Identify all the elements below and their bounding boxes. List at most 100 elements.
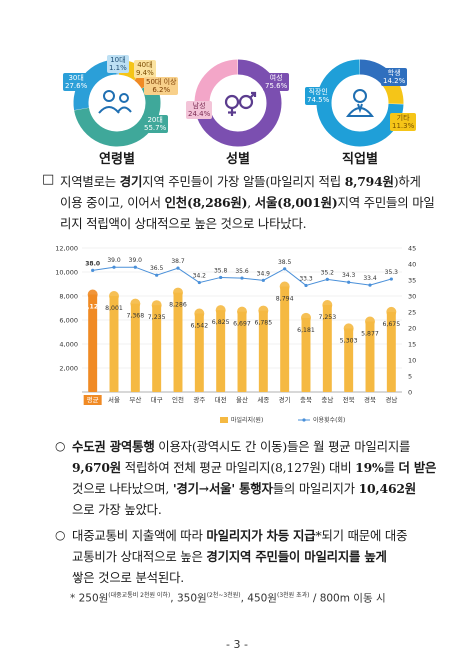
bar (109, 295, 119, 392)
bar-value-label: 6,785 (254, 320, 272, 327)
line-point (219, 275, 223, 280)
line-point (133, 265, 137, 269)
para2-line3: 것으로 나타났으며, '경기→서울' 통행자들의 마일리지가 10,462원 (72, 481, 416, 496)
callout-age-20s: 20대 55.7% (142, 115, 169, 133)
para1-line3: 리지 적립액이 상대적으로 높은 것으로 나타났다. (60, 216, 307, 231)
bar (301, 317, 311, 392)
callout-age-30s: 30대 27.6% (63, 73, 90, 91)
y-tick-left: 10,000 (55, 269, 78, 277)
line-value-label: 39.0 (107, 257, 121, 264)
bar (280, 286, 290, 392)
callout-male: 남성 24.4% (186, 101, 213, 119)
bar (237, 311, 247, 392)
callout-age-40s: 40대 9.4% (134, 60, 156, 78)
x-tick-label: 대구 (151, 396, 163, 404)
bar-value-label: 6,697 (233, 321, 251, 328)
y-tick-left: 12,000 (55, 245, 78, 253)
line-point (240, 276, 244, 280)
y-tick-right: 30 (408, 293, 416, 301)
x-tick-label: 서울 (108, 395, 120, 404)
line-value-label: 33.3 (299, 275, 313, 282)
bar (365, 321, 375, 392)
bar (386, 311, 396, 392)
line-value-label: 35.2 (321, 269, 335, 276)
para1-line1: 지역별로는 경기지역 주민들이 가장 알뜰(마일리지 적립 8,794원)하게 (60, 174, 421, 189)
line-value-label: 36.5 (150, 265, 164, 272)
donut-label-age: 연령별 (99, 152, 135, 167)
x-tick-label: 인천 (172, 395, 184, 404)
bar (88, 294, 98, 392)
line-value-label: 39.0 (129, 257, 143, 264)
bar-cap (279, 281, 290, 292)
x-tick-label: 전북 (343, 395, 355, 404)
bar (258, 310, 268, 392)
bar-value-label: 6,825 (212, 319, 230, 326)
line-point (197, 280, 201, 285)
line-value-label: 35.3 (385, 269, 399, 276)
bar-cap (301, 312, 311, 323)
x-tick-label: 울산 (236, 395, 248, 404)
callout-age-10s: 10대 1.1% (107, 55, 129, 73)
x-tick-label: 충남 (321, 395, 333, 404)
line-value-label: 35.6 (235, 268, 249, 275)
bar-cap (386, 306, 397, 317)
x-tick-label: 광주 (193, 396, 205, 404)
circle-bullet: ○ (55, 439, 66, 453)
bar (344, 328, 354, 392)
line-point (368, 283, 372, 287)
bar-cap (322, 299, 333, 310)
y-tick-right: 20 (408, 325, 416, 333)
line-point (304, 283, 308, 288)
bar-cap (109, 291, 119, 301)
line-point (112, 265, 116, 269)
legend-line-label: 이용횟수(회) (313, 416, 345, 424)
callout-other: 기타 11.3% (390, 113, 417, 131)
bar-value-label: 6,542 (190, 322, 208, 329)
callout-worker: 직장인 74.5% (305, 87, 332, 105)
y-tick-right: 15 (408, 341, 416, 349)
line-point (176, 266, 180, 270)
bar-cap (173, 287, 183, 298)
square-bullet: □ (42, 172, 55, 187)
donut-label-gender: 성별 (226, 152, 250, 167)
line-point (325, 277, 329, 281)
para3-line3: 쌓은 것으로 분석된다. (72, 570, 185, 585)
bar (152, 305, 162, 392)
bar-value-label: 8,127 (83, 303, 103, 310)
footnote: * 250원(대중교통비 2천원 이하), 350원(2천~3천원), 450원… (70, 592, 386, 605)
para3-line2: 교통비가 상대적으로 높은 경기지역 주민들이 마일리지를 높게 (72, 549, 387, 564)
legend-line-marker (302, 418, 306, 422)
bar-cap (151, 300, 162, 311)
bar-value-label: 7,235 (148, 314, 166, 321)
bar-value-label: 5,303 (340, 337, 358, 344)
circle-bullet: ○ (55, 528, 66, 542)
donut-segment-남성 (194, 59, 239, 103)
y-tick-right: 40 (408, 261, 416, 269)
line-value-label: 33.4 (363, 275, 377, 282)
x-tick-label: 충북 (300, 395, 312, 404)
para2-line4: 으로 가장 높았다. (72, 502, 162, 517)
paragraph-metro: 수도권 광역통행 이용자(광역시도 간 이동)들은 월 평균 마일리지를 9,6… (72, 436, 442, 520)
x-tick-label: 세종 (257, 395, 269, 404)
line-value-label: 34.3 (342, 272, 356, 279)
bar-value-label: 6,675 (382, 321, 400, 328)
y-tick-right: 35 (408, 277, 416, 285)
legend-bar-swatch (220, 417, 228, 423)
y-tick-left: 4,000 (59, 341, 78, 349)
y-tick-left: 2,000 (59, 365, 78, 373)
y-tick-right: 10 (408, 357, 416, 365)
donut-segment-20대 (74, 81, 161, 147)
gender-icon (224, 91, 257, 116)
x-tick-highlight (83, 395, 102, 405)
bar-cap (237, 306, 247, 317)
donut-job (316, 59, 404, 147)
bar-cap (365, 316, 375, 327)
y-tick-right: 45 (408, 245, 416, 253)
bar-cap (87, 289, 98, 300)
line-value-label: 38.5 (278, 259, 292, 266)
y-tick-left: 6,000 (59, 317, 78, 325)
bar (216, 310, 226, 392)
x-tick-label: 경남 (385, 395, 397, 404)
paragraph-region: 지역별로는 경기지역 주민들이 가장 알뜰(마일리지 적립 8,794원)하게 … (60, 171, 440, 234)
bar-value-label: 8,001 (105, 305, 123, 312)
